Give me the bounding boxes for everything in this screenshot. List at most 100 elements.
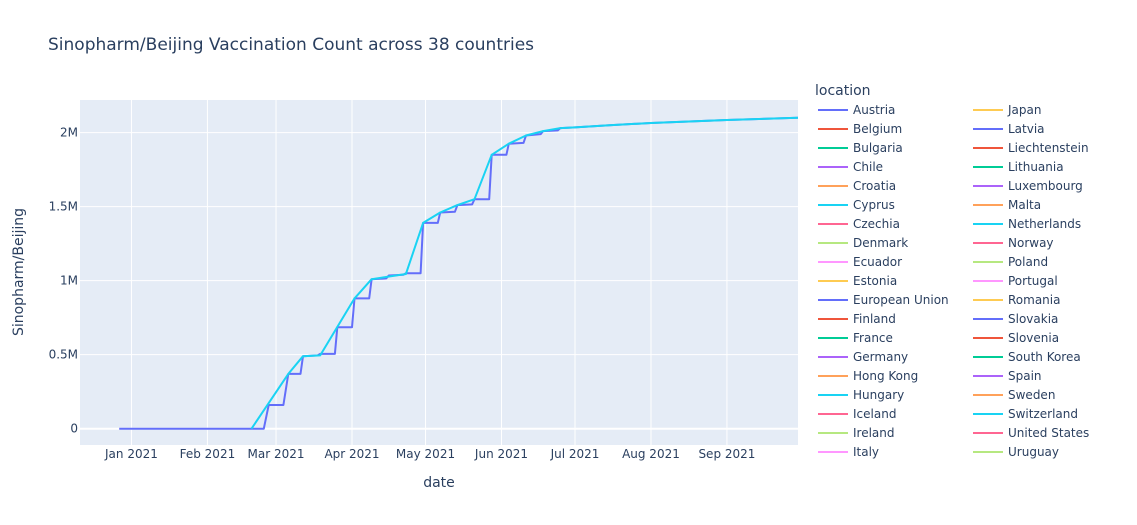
legend-item[interactable]: Denmark	[818, 236, 908, 250]
legend-item[interactable]: Chile	[818, 160, 883, 174]
legend-item[interactable]: Switzerland	[973, 407, 1078, 421]
x-tick-label: May 2021	[396, 447, 455, 461]
legend-label: Belgium	[853, 122, 902, 136]
legend-label: France	[853, 331, 893, 345]
legend-label: Ireland	[853, 426, 895, 440]
legend-label: Finland	[853, 312, 896, 326]
legend-item[interactable]: Italy	[818, 445, 879, 459]
legend-label: United States	[1008, 426, 1089, 440]
legend-label: European Union	[853, 293, 949, 307]
legend-item[interactable]: United States	[973, 426, 1089, 440]
legend-label: Japan	[1007, 103, 1041, 117]
legend-item[interactable]: Romania	[973, 293, 1060, 307]
legend-item[interactable]: Portugal	[973, 274, 1058, 288]
legend-label: Hungary	[853, 388, 904, 402]
chart-title: Sinopharm/Beijing Vaccination Count acro…	[48, 35, 534, 55]
y-tick-label: 1.5M	[49, 200, 78, 214]
x-tick-label: Sep 2021	[698, 447, 755, 461]
legend-label: Romania	[1008, 293, 1060, 307]
x-tick-label: Apr 2021	[324, 447, 379, 461]
plot-area	[80, 100, 798, 445]
legend-label: Luxembourg	[1008, 179, 1083, 193]
legend-item[interactable]: Cyprus	[818, 198, 895, 212]
legend-label: Spain	[1008, 369, 1042, 383]
series-line-hungary	[250, 116, 798, 430]
legend-item[interactable]: Czechia	[818, 217, 900, 231]
legend-item[interactable]: Finland	[818, 312, 896, 326]
legend-label: Slovenia	[1008, 331, 1059, 345]
legend-item[interactable]: Spain	[973, 369, 1042, 383]
x-tick-label: Aug 2021	[622, 447, 680, 461]
legend-label: Italy	[853, 445, 879, 459]
legend-item[interactable]: Slovakia	[973, 312, 1058, 326]
legend-label: Denmark	[853, 236, 908, 250]
legend-label: Estonia	[853, 274, 897, 288]
legend-item[interactable]: Hungary	[818, 388, 904, 402]
x-tick-label: Jan 2021	[104, 447, 158, 461]
x-axis-ticks: Jan 2021 Feb 2021 Mar 2021 Apr 2021 May 2021…	[104, 447, 755, 461]
legend-item[interactable]: Croatia	[818, 179, 896, 193]
legend-label: Croatia	[853, 179, 896, 193]
legend-item[interactable]: Germany	[818, 350, 908, 364]
legend-item[interactable]: Netherlands	[973, 217, 1081, 231]
y-tick-label: 2M	[60, 126, 78, 140]
y-axis-title: Sinopharm/Beijing	[11, 208, 27, 336]
x-axis-title: date	[423, 475, 455, 491]
legend-label: Chile	[853, 160, 883, 174]
legend-label: Portugal	[1008, 274, 1058, 288]
legend-item[interactable]: Estonia	[818, 274, 897, 288]
x-tick-label: Jul 2021	[550, 447, 600, 461]
legend-label: Slovakia	[1008, 312, 1058, 326]
legend-label: Lithuania	[1008, 160, 1064, 174]
legend-item[interactable]: European Union	[818, 293, 949, 307]
legend-label: Bulgaria	[853, 141, 903, 155]
legend-item[interactable]: Japan	[973, 103, 1041, 117]
legend-item[interactable]: South Korea	[973, 350, 1081, 364]
legend-label: Switzerland	[1008, 407, 1078, 421]
legend-label: Austria	[853, 103, 895, 117]
grid	[80, 100, 798, 445]
legend-item[interactable]: Hong Kong	[818, 369, 918, 383]
legend-item[interactable]: Bulgaria	[818, 141, 903, 155]
legend-label: Poland	[1008, 255, 1048, 269]
y-tick-label: 0	[70, 422, 78, 436]
legend-label: Liechtenstein	[1008, 141, 1089, 155]
legend-label: Norway	[1008, 236, 1054, 250]
x-tick-label: Jun 2021	[474, 447, 528, 461]
legend-label: Czechia	[853, 217, 900, 231]
legend-label: Uruguay	[1008, 445, 1059, 459]
legend-label: Malta	[1008, 198, 1041, 212]
legend-label: Iceland	[853, 407, 896, 421]
legend-label: Cyprus	[853, 198, 895, 212]
legend-item[interactable]: Liechtenstein	[973, 141, 1089, 155]
legend-item[interactable]: Belgium	[818, 122, 902, 136]
legend-item[interactable]: Uruguay	[973, 445, 1059, 459]
x-tick-label: Feb 2021	[180, 447, 236, 461]
legend-item[interactable]: Malta	[973, 198, 1041, 212]
legend-label: Hong Kong	[853, 369, 918, 383]
legend-title: location	[815, 83, 871, 99]
legend-item[interactable]: Lithuania	[973, 160, 1064, 174]
legend-item[interactable]: Slovenia	[973, 331, 1059, 345]
legend-item[interactable]: France	[818, 331, 893, 345]
legend-item[interactable]: Iceland	[818, 407, 896, 421]
legend-label: South Korea	[1008, 350, 1081, 364]
legend-item[interactable]: Norway	[973, 236, 1054, 250]
legend-item[interactable]: Latvia	[973, 122, 1045, 136]
y-tick-label: 0.5M	[49, 348, 78, 362]
y-axis-ticks: 0 0.5M 1M 1.5M 2M	[49, 126, 78, 436]
y-tick-label: 1M	[60, 274, 78, 288]
legend-label: Germany	[853, 350, 908, 364]
legend-item[interactable]: Sweden	[973, 388, 1055, 402]
legend-item[interactable]: Ireland	[818, 426, 895, 440]
legend-item[interactable]: Luxembourg	[973, 179, 1083, 193]
series-lines	[119, 116, 798, 430]
x-tick-label: Mar 2021	[248, 447, 305, 461]
legend-item[interactable]: Poland	[973, 255, 1048, 269]
legend-label: Sweden	[1008, 388, 1055, 402]
legend-label: Netherlands	[1008, 217, 1081, 231]
legend-item[interactable]: Austria	[818, 103, 895, 117]
legend-label: Ecuador	[853, 255, 902, 269]
legend-item[interactable]: Ecuador	[818, 255, 902, 269]
